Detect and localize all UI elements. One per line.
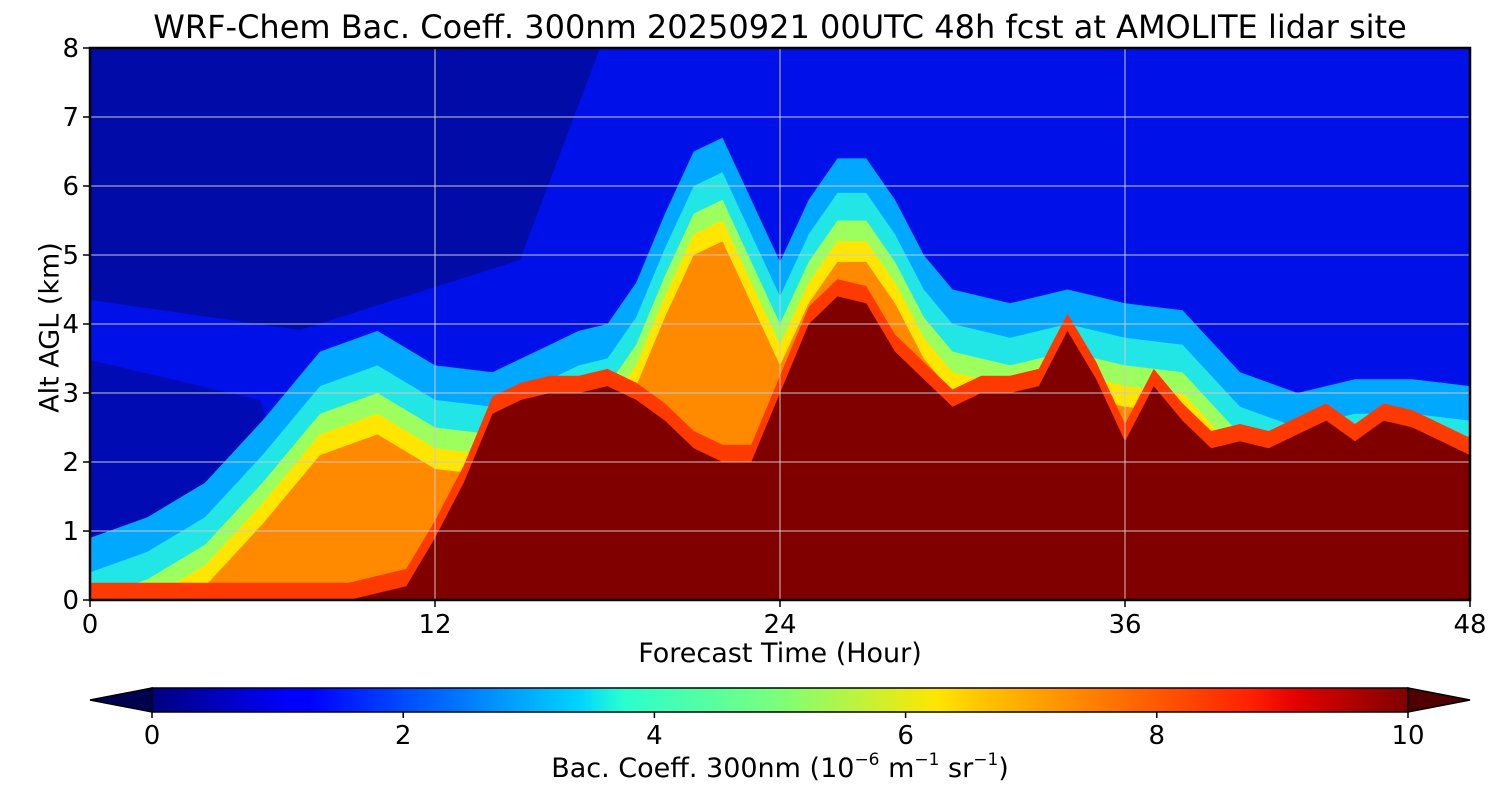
colorbar-tick-label: 0 [144,721,161,751]
y-tick-label: 2 [62,448,79,478]
y-tick-label: 7 [62,103,79,133]
y-tick-label: 1 [62,517,79,547]
x-axis-label: Forecast Time (Hour) [638,638,922,669]
colorbar [151,687,1409,713]
x-tick-label: 24 [763,610,796,640]
y-tick-label: 8 [62,34,79,64]
colorbar-label: Bac. Coeff. 300nm (10−6 m−1 sr−1) [551,750,1009,784]
colorbar-tick-label: 6 [897,721,914,751]
x-tick-label: 48 [1453,610,1486,640]
chart-title: WRF-Chem Bac. Coeff. 300nm 20250921 00UT… [153,8,1407,46]
x-tick-label: 36 [1108,610,1141,640]
colorbar-tick-label: 4 [646,721,663,751]
colorbar-tick-label: 2 [395,721,412,751]
x-tick-label: 12 [418,610,451,640]
colorbar-tick-label: 8 [1149,721,1166,751]
x-tick-label: 0 [82,610,99,640]
colorbar-extend-low [89,687,153,713]
low-value-region [90,48,600,330]
colorbar-tick-label: 10 [1391,721,1424,751]
y-axis-label: Alt AGL (km) [34,242,66,413]
y-tick-label: 0 [62,586,79,616]
y-tick-label: 3 [62,379,79,409]
y-tick-label: 4 [62,310,79,340]
y-tick-label: 6 [62,172,79,202]
y-tick-label: 5 [62,241,79,271]
colorbar-extend-high [1407,687,1471,713]
